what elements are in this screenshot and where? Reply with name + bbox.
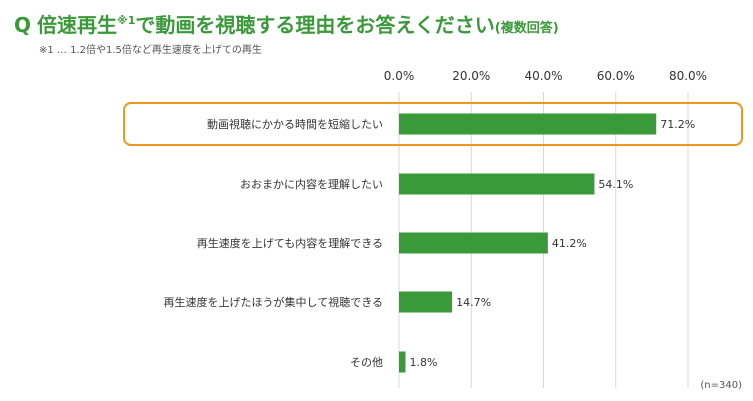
bar — [399, 173, 595, 195]
question-text-main: 倍速再生 — [37, 13, 118, 37]
category-label: 再生速度を上げても内容を理解できる — [197, 236, 383, 250]
category-label: 再生速度を上げたほうが集中して視聴できる — [164, 295, 383, 309]
value-label: 1.8% — [410, 356, 438, 369]
x-tick-label: 20.0% — [452, 69, 490, 83]
x-tick-label: 0.0% — [384, 69, 415, 83]
question-footnote-mark: ※1 — [117, 14, 136, 27]
category-label: その他 — [350, 356, 383, 369]
bar — [399, 291, 453, 313]
value-label: 14.7% — [456, 296, 491, 309]
category-label: おおまかに内容を理解したい — [240, 177, 383, 191]
value-label: 41.2% — [552, 237, 587, 250]
question-text-rest: で動画を視聴する理由をお答えください — [135, 13, 495, 37]
bar — [399, 113, 657, 135]
bar — [399, 351, 406, 373]
category-label: 動画視聴にかかる時間を短縮したい — [207, 117, 383, 131]
bar — [399, 232, 548, 254]
question-title: Q 倍速再生※1で動画を視聴する理由をお答えください(複数回答) — [14, 6, 559, 37]
value-label: 71.2% — [660, 118, 695, 131]
sample-size: (n=340) — [700, 380, 742, 391]
question-answer-type: (複数回答) — [494, 21, 559, 36]
footnote: ※1 … 1.2倍や1.5倍など再生速度を上げての再生 — [39, 45, 262, 56]
x-tick-label: 60.0% — [597, 69, 635, 83]
x-tick-label: 80.0% — [669, 69, 707, 83]
value-label: 54.1% — [598, 178, 633, 191]
highlight-box — [123, 102, 743, 146]
x-tick-label: 40.0% — [524, 69, 562, 83]
question-letter: Q — [14, 13, 32, 37]
